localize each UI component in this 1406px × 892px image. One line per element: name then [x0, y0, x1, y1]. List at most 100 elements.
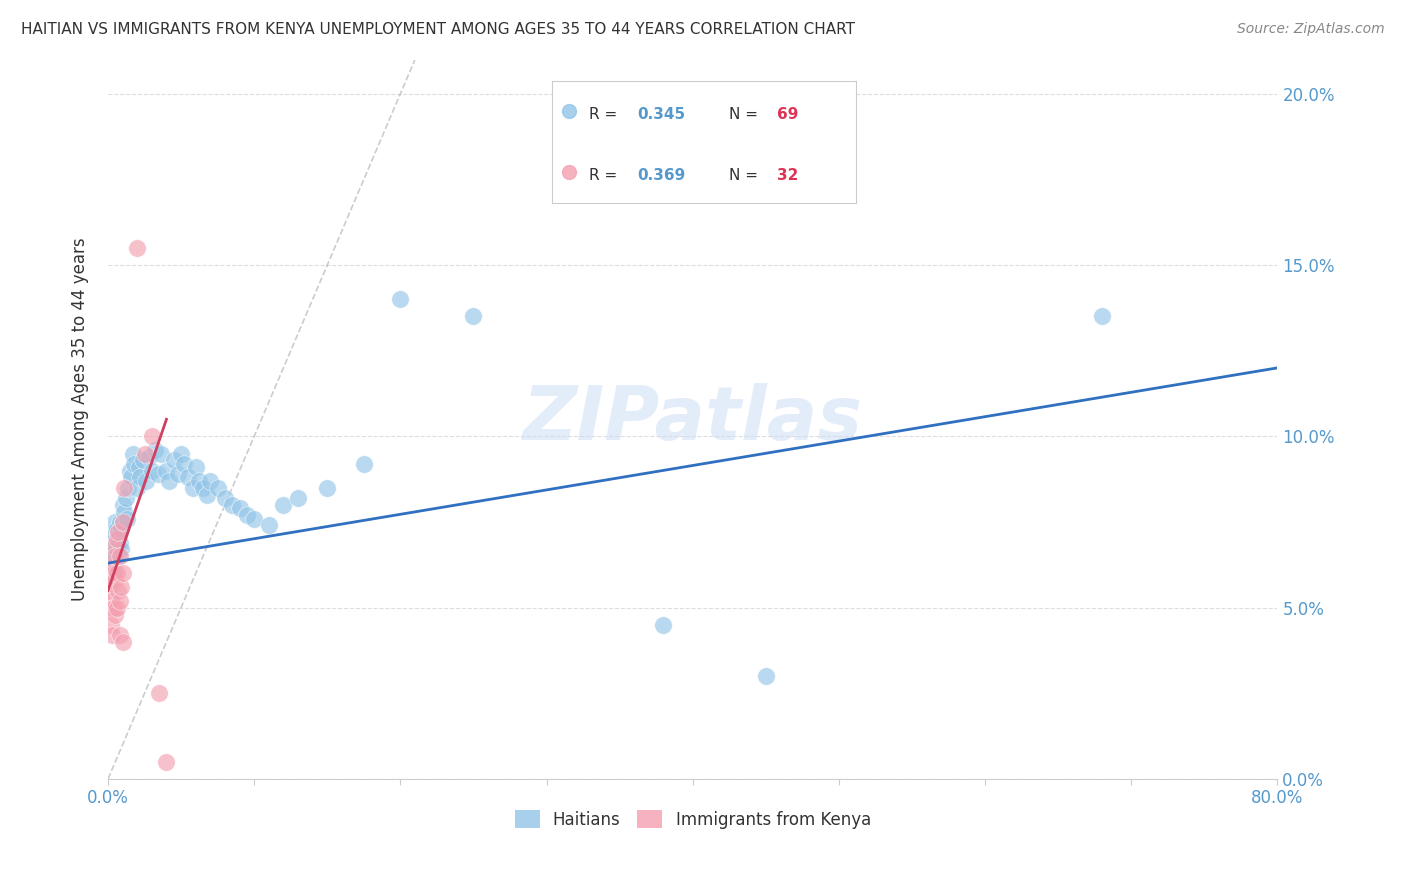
Point: [207, 481, 229, 495]
Point: [108, 535, 131, 549]
Point: [100, 594, 122, 608]
Point: [155, 464, 177, 478]
Legend: Haitians, Immigrants from Kenya: Haitians, Immigrants from Kenya: [508, 804, 877, 835]
Point: [163, 453, 186, 467]
Point: [167, 467, 190, 481]
Point: [143, 443, 166, 458]
Point: [105, 522, 128, 536]
Point: [155, 755, 177, 769]
Point: [100, 539, 122, 553]
Point: [200, 474, 222, 488]
Point: [129, 470, 152, 484]
Point: [98, 549, 121, 564]
Point: [146, 467, 169, 481]
Point: [98, 532, 121, 546]
Point: [170, 446, 193, 460]
Point: [104, 552, 127, 566]
Point: [107, 525, 129, 540]
Point: [118, 464, 141, 478]
Y-axis label: Unemployment Among Ages 35 to 44 years: Unemployment Among Ages 35 to 44 years: [72, 237, 89, 601]
Point: [105, 539, 128, 553]
Point: [107, 549, 129, 564]
Point: [463, 310, 485, 324]
Point: [111, 635, 134, 649]
Point: [181, 481, 204, 495]
Point: [121, 446, 143, 460]
Point: [108, 594, 131, 608]
Text: Source: ZipAtlas.com: Source: ZipAtlas.com: [1237, 22, 1385, 37]
Point: [184, 460, 207, 475]
Point: [103, 566, 125, 581]
Point: [257, 518, 280, 533]
Point: [124, 457, 146, 471]
Point: [138, 450, 160, 464]
Point: [214, 491, 236, 505]
Point: [107, 529, 129, 543]
Point: [117, 481, 139, 495]
Point: [228, 501, 250, 516]
Point: [100, 617, 122, 632]
Point: [111, 498, 134, 512]
Point: [132, 453, 155, 467]
Point: [120, 470, 142, 484]
Point: [110, 542, 132, 557]
Point: [103, 539, 125, 553]
Point: [111, 566, 134, 581]
Point: [104, 574, 127, 588]
Point: [148, 686, 170, 700]
Point: [112, 505, 135, 519]
Point: [104, 532, 127, 546]
Point: [127, 481, 149, 495]
Point: [101, 559, 124, 574]
Point: [101, 542, 124, 557]
Point: [1091, 310, 1114, 324]
Point: [104, 607, 127, 622]
Point: [104, 549, 127, 564]
Point: [755, 669, 778, 683]
Point: [103, 600, 125, 615]
Point: [100, 574, 122, 588]
Point: [110, 522, 132, 536]
Point: [173, 457, 195, 471]
Point: [100, 559, 122, 574]
Point: [149, 446, 172, 460]
Point: [110, 580, 132, 594]
Point: [108, 628, 131, 642]
Point: [187, 474, 209, 488]
Point: [236, 508, 259, 523]
Point: [127, 241, 149, 255]
Point: [243, 511, 266, 525]
Point: [101, 556, 124, 570]
Point: [135, 474, 157, 488]
Point: [105, 566, 128, 581]
Point: [104, 515, 127, 529]
Point: [101, 628, 124, 642]
Point: [316, 481, 339, 495]
Point: [105, 600, 128, 615]
Point: [105, 532, 128, 546]
Point: [652, 617, 675, 632]
Point: [141, 464, 163, 478]
Point: [103, 546, 125, 560]
Point: [112, 481, 135, 495]
Point: [128, 460, 150, 475]
Point: [115, 511, 138, 525]
Point: [221, 498, 243, 512]
Point: [389, 293, 412, 307]
Point: [103, 525, 125, 540]
Point: [108, 515, 131, 529]
Point: [107, 583, 129, 598]
Point: [191, 481, 214, 495]
Point: [197, 488, 219, 502]
Point: [103, 566, 125, 581]
Point: [134, 446, 156, 460]
Point: [111, 515, 134, 529]
Point: [353, 457, 375, 471]
Point: [98, 566, 121, 581]
Point: [157, 474, 180, 488]
Point: [273, 498, 295, 512]
Point: [108, 549, 131, 564]
Point: [111, 515, 134, 529]
Point: [101, 600, 124, 615]
Point: [114, 491, 136, 505]
